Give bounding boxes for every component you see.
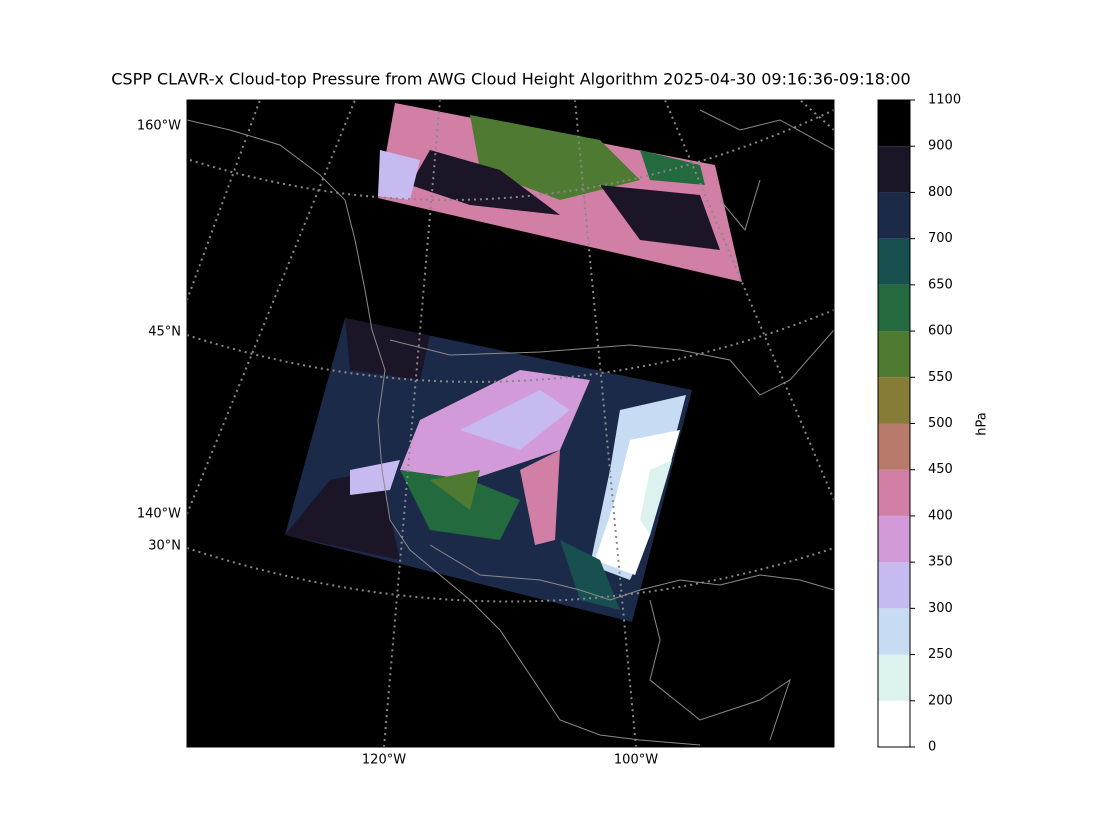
- cloud-patch: [470, 115, 640, 200]
- colorbar-tick-label: 900: [928, 139, 953, 154]
- colorbar-block: [878, 608, 910, 655]
- cloud-patch: [350, 460, 400, 495]
- map: [186, 99, 835, 748]
- colorbar-tick-label: 350: [928, 555, 953, 570]
- colorbar-block: [878, 331, 910, 378]
- cloud-patch: [560, 540, 620, 610]
- colorbar-tick-label: 300: [928, 601, 953, 616]
- colorbar-tick-label: 250: [928, 647, 953, 662]
- colorbar-block: [878, 469, 910, 516]
- graticule: [187, 100, 356, 515]
- graticule-label: 140°W: [137, 507, 181, 522]
- colorbar-block: [878, 100, 910, 147]
- colorbar-block: [878, 423, 910, 470]
- graticule-label: 160°W: [137, 119, 181, 134]
- colorbar-tick-label: 500: [928, 416, 953, 431]
- graticule: [574, 100, 637, 747]
- graticule-label: 30°N: [148, 539, 181, 554]
- colorbar-block: [878, 377, 910, 424]
- colorbar-block: [878, 515, 910, 563]
- cloud-patch: [345, 318, 430, 380]
- colorbar-block: [878, 700, 910, 747]
- chart-title: CSPP CLAVR-x Cloud-top Pressure from AWG…: [111, 70, 910, 89]
- cloud-patch: [640, 150, 705, 185]
- cloud-patch: [460, 390, 570, 450]
- colorbar-tick-label: 700: [928, 231, 953, 246]
- graticule-label: 120°W: [362, 753, 406, 768]
- colorbar-block: [878, 192, 910, 239]
- graticule: [187, 309, 834, 383]
- colorbar-block: [878, 284, 910, 332]
- colorbar-tick-label: 600: [928, 324, 953, 339]
- border: [429, 544, 834, 601]
- graticule-label: 100°W: [614, 753, 658, 768]
- graticule: [189, 109, 834, 201]
- cloud-patch: [285, 470, 400, 560]
- colorbar-block: [878, 146, 910, 193]
- graticule: [799, 100, 834, 131]
- colorbar-block: [878, 562, 910, 609]
- colorbar-label: hPa: [975, 412, 990, 435]
- coastline: [699, 109, 834, 232]
- cloud-patch: [600, 185, 720, 250]
- colorbar-tick-label: 800: [928, 185, 953, 200]
- coastline: [649, 599, 791, 741]
- colorbar: 0 200 250 300 350 400 450 500 550 600 650 700 800 900…: [877, 93, 961, 755]
- graticule: [383, 100, 441, 747]
- colorbar-tick-label: 550: [928, 370, 953, 385]
- cloud-patch: [520, 450, 560, 545]
- colorbar-tick-label: 200: [928, 693, 953, 708]
- colorbar-tick-label: 450: [928, 462, 953, 477]
- coastline: [187, 119, 701, 746]
- border: [389, 329, 834, 396]
- map-labels: 160°W 45°N 140°W 30°N 120°W 100°W: [137, 119, 658, 768]
- cloud-patch: [410, 150, 560, 215]
- cloud-patch: [400, 470, 520, 540]
- colorbar-tick-label: 1100: [928, 93, 961, 108]
- map-frame: [186, 99, 835, 748]
- colorbar-tick-label: 650: [928, 277, 953, 292]
- graticule-label: 45°N: [148, 325, 181, 340]
- cloud-patch: [378, 150, 420, 200]
- colorbar-tick-label: 400: [928, 508, 953, 523]
- graticule: [664, 100, 834, 501]
- colorbar-block: [878, 654, 910, 701]
- colorbar-tick-label: 0: [928, 740, 936, 755]
- cloud-patch: [640, 460, 672, 535]
- cloud-patch: [430, 470, 480, 510]
- colorbar-block: [878, 238, 910, 285]
